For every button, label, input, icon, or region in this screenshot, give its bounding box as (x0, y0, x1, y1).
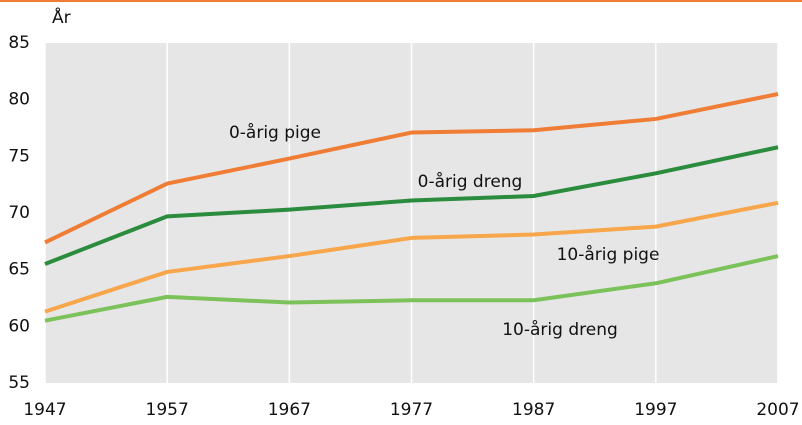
x-tick-label: 1977 (390, 400, 433, 420)
y-tick-label: 70 (8, 203, 30, 223)
y-tick-label: 55 (8, 373, 30, 393)
series-label: 10-årig dreng (502, 319, 618, 340)
series-line (44, 254, 779, 323)
series-label: 10-årig pige (557, 244, 660, 265)
x-tick-label: 2007 (756, 400, 799, 420)
y-axis-label: År (52, 6, 71, 28)
y-tick-label: 80 (8, 90, 30, 110)
x-tick-label: 1947 (23, 400, 66, 420)
top-rule (0, 0, 802, 2)
series-line (44, 145, 779, 266)
x-tick-label: 1997 (634, 400, 677, 420)
y-tick-label: 65 (8, 260, 30, 280)
y-tick-label: 85 (8, 33, 30, 53)
series-label: 0-årig dreng (418, 171, 523, 192)
y-tick-label: 75 (8, 146, 30, 166)
x-tick-label: 1967 (268, 400, 311, 420)
series-line (44, 92, 779, 245)
x-tick-label: 1987 (512, 400, 555, 420)
y-tick-label: 60 (8, 316, 30, 336)
series-line (44, 200, 779, 314)
x-tick-label: 1957 (146, 400, 189, 420)
series-label: 0-årig pige (229, 122, 321, 143)
